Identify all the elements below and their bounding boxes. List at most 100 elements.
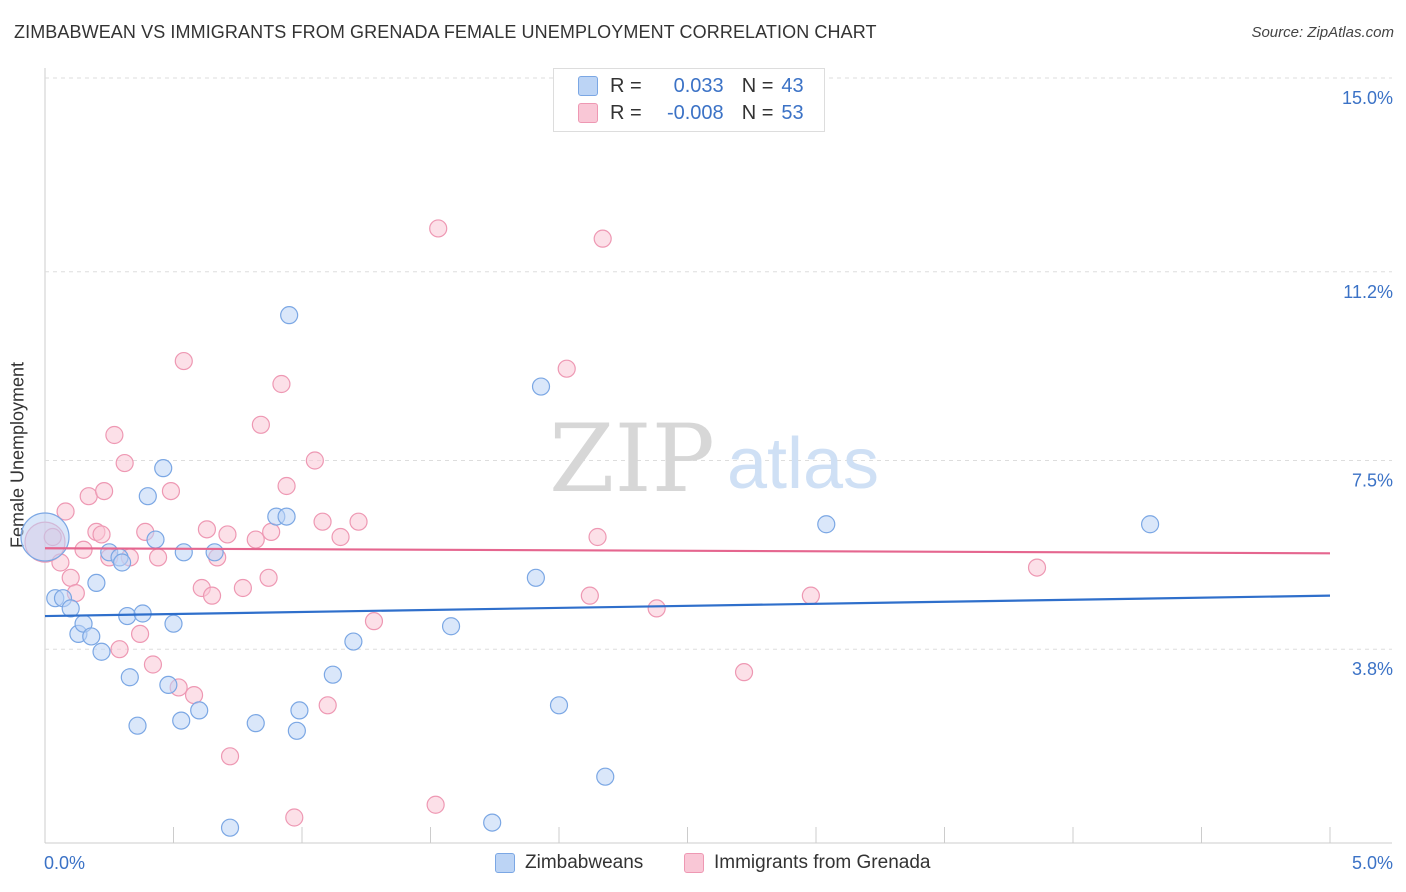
grenada-point xyxy=(272,374,291,394)
points-layer xyxy=(20,219,1160,837)
watermark-atlas: atlas xyxy=(727,424,879,504)
zimbabwean-point xyxy=(20,512,70,562)
zimbabwean-point xyxy=(61,599,80,618)
tick-layer: 3.8% 7.5% 11.2% 15.0% 0.0% 5.0% xyxy=(44,88,1393,873)
grenada-point xyxy=(801,586,820,605)
legend-n-value: 53 xyxy=(781,101,804,124)
zimbabwean-trend-line xyxy=(44,594,1331,618)
y-tick-label: 15.0% xyxy=(1342,88,1393,108)
y-tick-label: 7.5% xyxy=(1352,471,1393,491)
legend-swatch-blue xyxy=(578,76,598,96)
grenada-point xyxy=(92,525,111,544)
zimbabwean-point xyxy=(146,530,165,549)
grid-layer xyxy=(44,68,1392,844)
zimbabwean-point xyxy=(246,714,265,733)
zimbabwean-point xyxy=(190,701,209,720)
grenada-trend-line xyxy=(44,547,1331,555)
legend-r-label: R = xyxy=(610,74,642,97)
correlation-legend: R = 0.033 N = 43 R = -0.008 N = 53 xyxy=(553,68,825,132)
grenada-point xyxy=(349,512,368,531)
grenada-point xyxy=(95,482,114,501)
grenada-point xyxy=(313,512,332,531)
zimbabwean-point xyxy=(277,507,296,526)
grenada-point xyxy=(426,795,445,814)
grenada-point xyxy=(197,520,217,539)
bottom-legend-grenada: Immigrants from Grenada xyxy=(684,852,930,874)
zimbabwean-point xyxy=(92,642,111,661)
grenada-point xyxy=(557,359,576,378)
legend-row-grenada: R = -0.008 N = 53 xyxy=(578,101,804,125)
grenada-point xyxy=(79,487,98,506)
grenada-point xyxy=(277,476,296,496)
grenada-point xyxy=(174,351,193,371)
source-label: Source: ZipAtlas.com xyxy=(1251,24,1394,41)
grenada-point xyxy=(259,568,278,587)
grenada-point xyxy=(331,527,350,547)
zimbabwean-point xyxy=(138,487,157,506)
y-tick-label: 3.8% xyxy=(1352,659,1393,679)
bottom-legend-zimbabweans: Zimbabweans xyxy=(495,852,643,874)
watermark: ZIP atlas xyxy=(549,405,879,514)
zimbabwean-point xyxy=(344,632,363,651)
grenada-point xyxy=(233,578,252,598)
grenada-point xyxy=(251,415,270,434)
zimbabwean-point xyxy=(290,701,309,720)
zimbabwean-point xyxy=(164,614,183,633)
x-tick-label: 5.0% xyxy=(1352,853,1393,873)
x-tick-label: 0.0% xyxy=(44,853,85,873)
grenada-point xyxy=(593,229,612,248)
legend-row-zimbabweans: R = 0.033 N = 43 xyxy=(578,74,804,98)
grenada-point xyxy=(429,219,448,238)
zimbabwean-point xyxy=(205,543,224,562)
zimbabwean-point xyxy=(174,543,193,562)
grenada-point xyxy=(364,612,384,631)
legend-r-value: 0.033 xyxy=(673,74,724,97)
zimbabwean-point xyxy=(172,711,191,730)
grenada-point xyxy=(184,685,204,705)
trend-layer xyxy=(44,547,1331,618)
zimbabwean-point xyxy=(280,306,299,325)
bottom-legend-label: Zimbabweans xyxy=(525,852,644,873)
legend-swatch-blue xyxy=(495,853,515,873)
grenada-point xyxy=(305,451,324,470)
zimbabwean-point xyxy=(87,573,106,593)
grenada-point xyxy=(285,808,304,827)
grenada-point xyxy=(220,747,240,766)
grenada-point xyxy=(105,425,124,445)
zimbabwean-point xyxy=(120,668,139,687)
zimbabwean-point xyxy=(128,716,147,735)
grenada-point xyxy=(115,453,134,473)
legend-swatch-pink xyxy=(578,103,598,123)
y-tick-label: 11.2% xyxy=(1343,282,1393,302)
grenada-point xyxy=(262,522,281,542)
legend-r-label: R = xyxy=(610,101,642,124)
grenada-point xyxy=(218,525,237,544)
zimbabwean-point xyxy=(82,627,101,646)
zimbabwean-point xyxy=(154,459,173,478)
legend-r-value: -0.008 xyxy=(666,101,724,124)
grenada-point xyxy=(202,586,222,605)
legend-n-label: N = xyxy=(741,74,774,97)
grenada-point xyxy=(74,540,93,559)
grenada-point xyxy=(647,599,666,618)
grenada-point xyxy=(61,568,80,587)
zimbabwean-point xyxy=(549,696,569,715)
grenada-point xyxy=(588,527,607,547)
zimbabwean-point xyxy=(287,721,306,740)
legend-n-label: N = xyxy=(741,101,774,124)
zimbabwean-point xyxy=(526,568,545,587)
grenada-point xyxy=(56,502,75,521)
zimbabwean-point xyxy=(118,606,137,626)
zimbabwean-point xyxy=(531,377,551,396)
zimbabwean-point xyxy=(1140,515,1160,534)
grenada-point xyxy=(1027,558,1047,577)
legend-n-value: 43 xyxy=(781,74,804,97)
grenada-point xyxy=(143,655,163,674)
zimbabwean-point xyxy=(323,665,342,684)
watermark-zip: ZIP xyxy=(549,405,715,514)
grenada-point xyxy=(318,696,337,715)
bottom-legend-label: Immigrants from Grenada xyxy=(714,852,931,873)
legend-swatch-pink xyxy=(684,853,704,873)
grenada-point xyxy=(734,663,754,682)
